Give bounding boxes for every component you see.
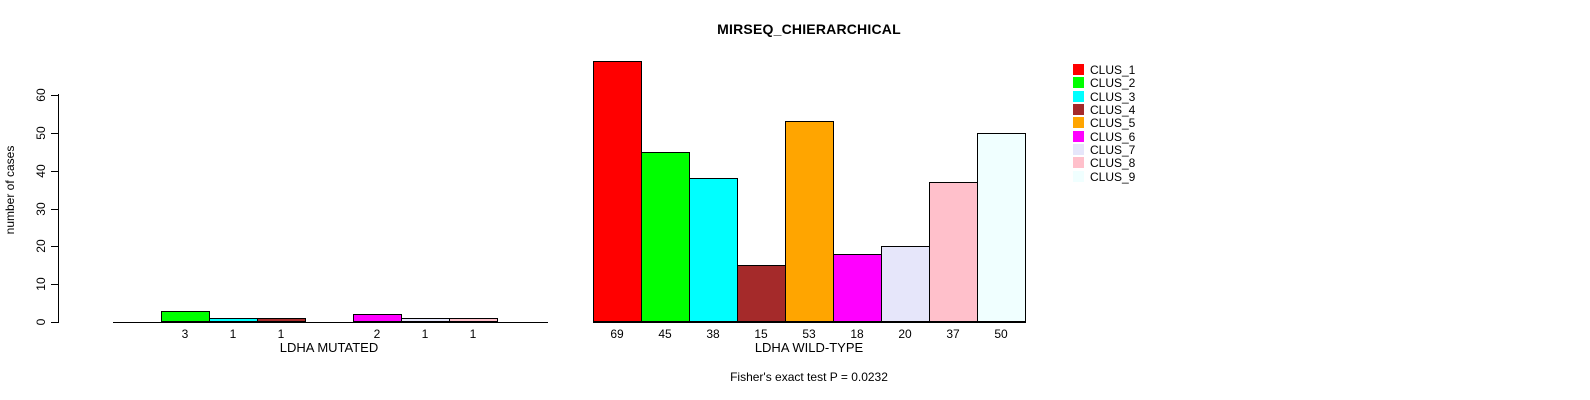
legend-label: CLUS_4 xyxy=(1090,103,1136,117)
y-tick xyxy=(51,322,59,323)
bar-clus_5 xyxy=(785,121,834,322)
legend-label: CLUS_7 xyxy=(1090,143,1136,157)
y-tick-label: 10 xyxy=(34,277,48,291)
bar-clus_8 xyxy=(449,318,498,322)
legend: CLUS_1 CLUS_2 CLUS_3 CLUS_4 CLUS_5 CLUS_6 CLUS… xyxy=(1073,64,1233,194)
bar-value-label: 38 xyxy=(706,327,720,341)
bar-clus_7 xyxy=(881,246,930,322)
legend-swatch-icon xyxy=(1073,171,1084,182)
bar-value-label: 20 xyxy=(898,327,912,341)
legend-label: CLUS_6 xyxy=(1090,130,1136,144)
bar-value-label: 15 xyxy=(754,327,768,341)
bar-value-label: 1 xyxy=(421,327,429,341)
bar-clus_7 xyxy=(401,318,450,322)
y-axis-line xyxy=(58,94,59,323)
y-tick xyxy=(51,95,59,96)
bar-group-ldha-mutated: LDHA MUTATED 3 1 1 2 1 1 xyxy=(113,0,548,355)
bar-value-label: 3 xyxy=(181,327,189,341)
bar-clus_8 xyxy=(929,182,978,322)
y-tick-label: 50 xyxy=(34,126,48,140)
bar-value-label: 1 xyxy=(229,327,237,341)
bar-value-label: 1 xyxy=(277,327,285,341)
y-tick xyxy=(51,133,59,134)
bar-value-label: 1 xyxy=(469,327,477,341)
x-axis-line-wild-type xyxy=(593,322,1026,323)
y-tick xyxy=(51,246,59,247)
legend-swatch-icon xyxy=(1073,131,1084,142)
bar-value-label: 45 xyxy=(658,327,672,341)
bar-clus_3 xyxy=(689,178,738,322)
legend-swatch-icon xyxy=(1073,144,1084,155)
y-tick-label: 30 xyxy=(34,202,48,216)
group-label-ldha-wild-type: LDHA WILD-TYPE xyxy=(754,340,864,355)
y-axis-label: number of cases xyxy=(3,145,17,235)
legend-swatch-icon xyxy=(1073,77,1084,88)
legend-swatch-icon xyxy=(1073,104,1084,115)
legend-label: CLUS_3 xyxy=(1090,90,1136,104)
legend-swatch-icon xyxy=(1073,91,1084,102)
bar-clus_2 xyxy=(641,152,690,322)
bar-value-label: 53 xyxy=(802,327,816,341)
legend-label: CLUS_2 xyxy=(1090,76,1136,90)
bar-value-label: 69 xyxy=(610,327,624,341)
y-tick-label: 40 xyxy=(34,164,48,178)
bar-clus_9 xyxy=(977,133,1026,322)
legend-label: CLUS_1 xyxy=(1090,63,1136,77)
x-axis-line-mutated xyxy=(113,322,548,323)
bar-clus_6 xyxy=(353,314,402,322)
bar-clus_3 xyxy=(209,318,258,322)
legend-label: CLUS_5 xyxy=(1090,116,1136,130)
y-tick xyxy=(51,209,59,210)
legend-swatch-icon xyxy=(1073,64,1084,75)
y-tick xyxy=(51,171,59,172)
bar-clus_2 xyxy=(161,311,210,322)
bar-value-label: 18 xyxy=(850,327,864,341)
bar-value-label: 2 xyxy=(373,327,381,341)
legend-label: CLUS_8 xyxy=(1090,156,1136,170)
bar-clus_4 xyxy=(257,318,306,322)
legend-swatch-icon xyxy=(1073,117,1084,128)
y-tick-label: 20 xyxy=(34,239,48,253)
bar-group-ldha-wild-type: LDHA WILD-TYPE 69 45 38 15 53 18 20 37 50 xyxy=(593,0,1026,355)
bar-clus_4 xyxy=(737,265,786,322)
bar-clus_1 xyxy=(593,61,642,322)
y-tick-label: 60 xyxy=(34,88,48,102)
chart-title: MIRSEQ_CHIERARCHICAL xyxy=(717,21,901,37)
bar-value-label: 37 xyxy=(946,327,960,341)
group-label-ldha-mutated: LDHA MUTATED xyxy=(279,340,379,355)
bar-value-label: 50 xyxy=(994,327,1008,341)
fisher-test-annotation: Fisher's exact test P = 0.0232 xyxy=(730,370,888,384)
bar-clus_6 xyxy=(833,254,882,322)
y-tick xyxy=(51,284,59,285)
legend-swatch-icon xyxy=(1073,157,1084,168)
legend-label: CLUS_9 xyxy=(1090,170,1136,184)
y-tick-label: 0 xyxy=(34,318,48,326)
